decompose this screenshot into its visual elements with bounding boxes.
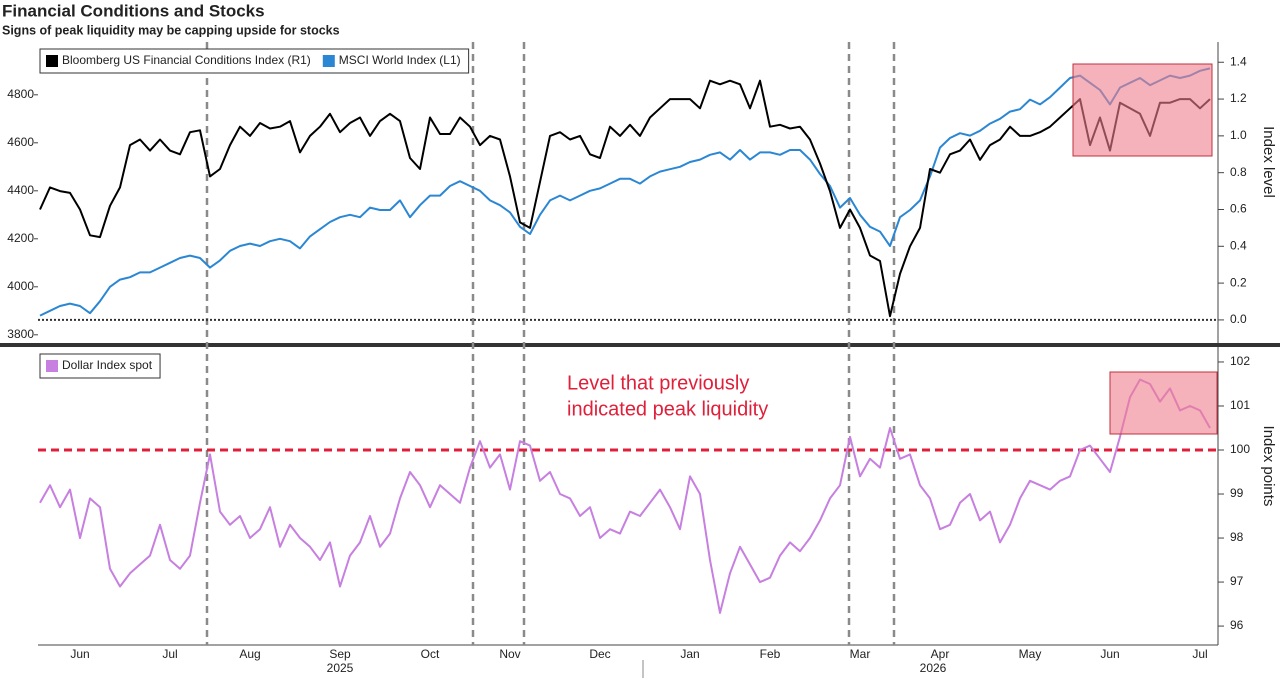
y2-tick-label: 1.4 — [1230, 54, 1247, 68]
axis-title: Index level — [1260, 126, 1277, 198]
highlight-box — [1072, 63, 1213, 157]
series-line — [39, 378, 1211, 614]
legend-label: Dollar Index spot — [62, 358, 153, 372]
y-tick-label: 102 — [1230, 354, 1250, 368]
annotation: Level that previously — [567, 372, 749, 394]
chart-title: Financial Conditions and Stocks — [2, 1, 265, 20]
event-lines — [205, 42, 896, 645]
y-tick-label: 4600 — [7, 135, 34, 149]
y2-tick-label: 0.6 — [1230, 202, 1247, 216]
x-tick-label: Oct — [421, 647, 440, 661]
y-tick-label: 96 — [1230, 618, 1244, 632]
axis-title: Index points — [1260, 426, 1277, 507]
y-tick-label: 101 — [1230, 398, 1250, 412]
y-tick-label: 98 — [1230, 530, 1244, 544]
x-tick-label: Jan — [680, 647, 699, 661]
highlight-boxes — [1072, 63, 1218, 435]
x-tick-label: Feb — [760, 647, 781, 661]
y-tick-label: 99 — [1230, 486, 1244, 500]
highlight-box — [1109, 371, 1218, 435]
year-label: 2026 — [920, 661, 947, 675]
annotation: indicated peak liquidity — [567, 398, 768, 420]
y-tick-label: 4800 — [7, 87, 34, 101]
x-tick-label: Jul — [1192, 647, 1207, 661]
x-tick-label: Jun — [70, 647, 89, 661]
series-line — [39, 79, 1211, 318]
panel-divider — [0, 343, 1280, 347]
y2-tick-label: 0.4 — [1230, 238, 1247, 252]
y2-tick-label: 0.8 — [1230, 165, 1247, 179]
legend-label: MSCI World Index (L1) — [339, 53, 461, 67]
y-tick-label: 100 — [1230, 442, 1250, 456]
x-tick-label: Mar — [850, 647, 871, 661]
y2-tick-label: 0.0 — [1230, 312, 1247, 326]
y-tick-label: 4400 — [7, 183, 34, 197]
x-tick-label: May — [1019, 647, 1042, 661]
y-tick-label: 4000 — [7, 279, 34, 293]
y2-tick-label: 1.0 — [1230, 128, 1247, 142]
year-label: 2025 — [327, 661, 354, 675]
x-tick-label: Jun — [1100, 647, 1119, 661]
x-tick-label: Dec — [589, 647, 610, 661]
legend-label: Bloomberg US Financial Conditions Index … — [62, 53, 311, 67]
y2-tick-label: 1.2 — [1230, 91, 1247, 105]
legend-box — [39, 48, 470, 74]
x-tick-label: Nov — [499, 647, 520, 661]
legend-swatch — [322, 55, 335, 67]
x-tick-label: Apr — [931, 647, 950, 661]
x-tick-label: Jul — [162, 647, 177, 661]
chart-subtitle: Signs of peak liquidity may be capping u… — [2, 23, 340, 37]
x-tick-label: Aug — [239, 647, 260, 661]
y-tick-label: 4200 — [7, 231, 34, 245]
x-tick-label: Sep — [329, 647, 351, 661]
y2-tick-label: 0.2 — [1230, 275, 1247, 289]
legend-swatch — [46, 360, 58, 372]
series-line — [39, 67, 1211, 317]
legend-swatch — [46, 55, 58, 67]
legend: Bloomberg US Financial Conditions Index … — [39, 48, 470, 74]
y-tick-label: 3800 — [7, 327, 34, 341]
legend-box — [39, 353, 161, 379]
legend: Dollar Index spot — [39, 353, 161, 379]
y-tick-label: 97 — [1230, 574, 1244, 588]
